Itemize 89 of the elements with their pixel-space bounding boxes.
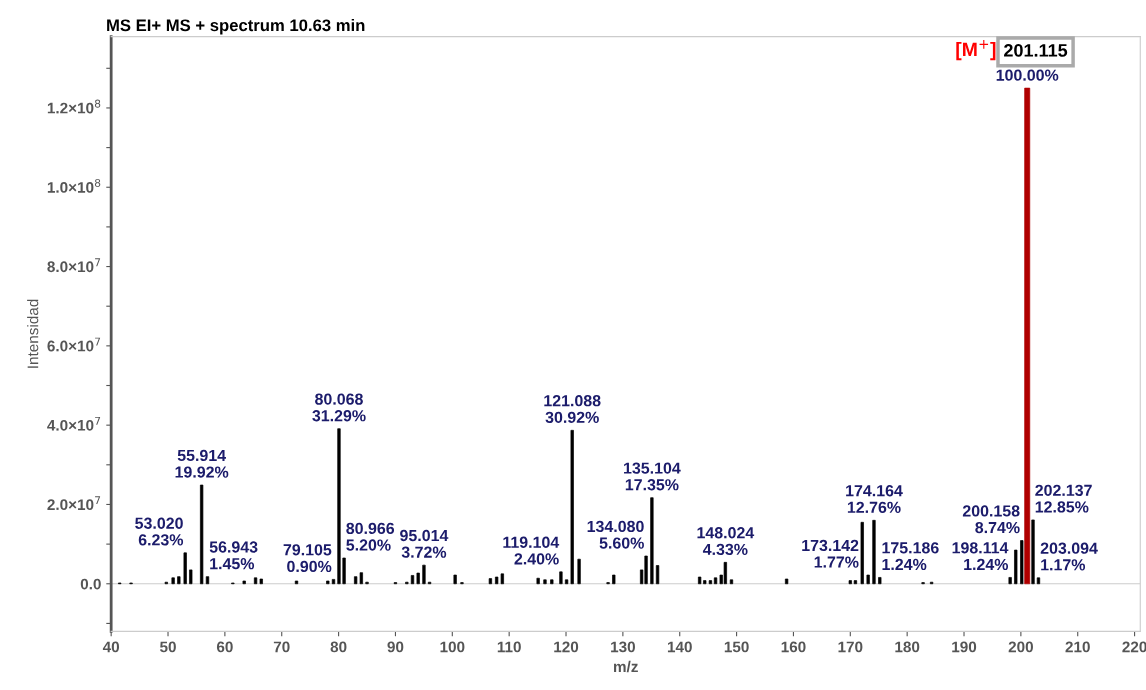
bar — [860, 521, 864, 585]
annotation: 95.014 3.72% — [400, 529, 449, 558]
x-tick-label: 140 — [667, 641, 692, 653]
annotation: 135.104 17.35% — [624, 462, 681, 491]
bar — [872, 519, 876, 585]
bar — [1014, 549, 1018, 585]
annotation: 56.943 1.45% — [209, 541, 258, 570]
bar — [488, 578, 493, 585]
annotation: 200.158 8.74% — [962, 505, 1020, 534]
annotation: 80.966 5.20% — [346, 522, 395, 551]
annotation: 53.020 6.23% — [135, 517, 184, 546]
bar — [1008, 577, 1012, 585]
y-axis-title: Intensidad — [27, 299, 39, 368]
x-tick-label: 70 — [273, 641, 290, 653]
bar — [655, 565, 660, 585]
x-tick-label: 100 — [440, 641, 465, 653]
annotation: 119.104 2.40% — [503, 536, 560, 565]
bar — [416, 572, 420, 585]
annotation: 201.115 — [1004, 43, 1068, 57]
annotation: [M$^{+}$] — [956, 40, 996, 61]
annotation: 79.105 0.90% — [283, 544, 332, 573]
x-tick-label: 220 — [1122, 641, 1146, 653]
annotation: 55.914 19.92% — [175, 449, 229, 478]
y-tick-label: 1.0×10$^{8}$ — [47, 178, 101, 193]
bar — [1031, 519, 1035, 585]
y-tick-label: 6.0×10$^{7}$ — [47, 337, 101, 352]
bar — [410, 575, 415, 585]
bar — [326, 580, 330, 585]
bar — [878, 577, 882, 585]
bar — [205, 576, 210, 585]
x-tick-label: 180 — [895, 641, 920, 653]
y-tick-label: 8.0×10$^{7}$ — [47, 258, 101, 273]
annotation: 198.114 1.24% — [952, 542, 1009, 571]
bar — [612, 574, 616, 585]
annotation: 174.164 12.76% — [846, 485, 903, 513]
y-tick-label: 0.0 — [80, 578, 101, 590]
annotation: 148.024 4.33% — [697, 527, 755, 556]
x-tick-label: 160 — [781, 641, 806, 653]
bar — [242, 580, 246, 585]
chart-title: MS EI+ MS + spectrum 10.63 min — [107, 18, 365, 35]
annotation: 175.186 1.24% — [882, 542, 939, 571]
x-tick-label: 60 — [216, 641, 233, 653]
bar — [866, 574, 870, 585]
annotation: 100.00% — [996, 69, 1059, 81]
annotation: 173.142 1.77% — [802, 539, 859, 568]
bar — [644, 555, 648, 585]
bar — [713, 577, 718, 585]
annotation: 203.094 1.17% — [1040, 542, 1098, 571]
annotation: 202.137 12.85% — [1035, 484, 1092, 513]
x-axis-title: m/z — [613, 660, 638, 673]
annotation: 134.080 5.60% — [587, 520, 644, 549]
bar — [331, 579, 336, 585]
x-tick-label: 210 — [1065, 641, 1090, 653]
bar — [177, 576, 181, 585]
bar — [453, 574, 457, 585]
x-tick-label: 120 — [554, 641, 579, 653]
y-tick-label: 2.0×10$^{7}$ — [47, 496, 101, 511]
x-tick-label: 80 — [330, 641, 347, 653]
x-tick-label: 150 — [724, 641, 749, 653]
bar — [1036, 577, 1041, 585]
bar — [189, 569, 193, 585]
bar — [171, 577, 175, 585]
bar — [784, 578, 789, 585]
x-tick-label: 130 — [611, 641, 635, 653]
bar — [723, 562, 727, 585]
x-tick-label: 200 — [1008, 641, 1033, 653]
x-tick-label: 110 — [497, 641, 521, 653]
bar — [550, 579, 554, 585]
bar — [200, 484, 204, 585]
x-tick-label: 170 — [838, 641, 863, 653]
bar — [650, 497, 654, 585]
bar — [559, 571, 563, 585]
annotation: 121.088 30.92% — [544, 395, 601, 424]
x-tick-label: 40 — [102, 641, 120, 653]
bar — [1020, 540, 1024, 585]
annotation: 80.068 31.29% — [312, 393, 366, 422]
y-tick-label: 4.0×10$^{7}$ — [47, 416, 101, 431]
bar — [294, 580, 299, 585]
y-tick-label: 1.2×10$^{8}$ — [47, 99, 101, 114]
x-tick-label: 190 — [952, 641, 977, 653]
x-tick-label: 50 — [159, 641, 176, 653]
bar — [422, 564, 426, 585]
bar — [183, 552, 187, 585]
x-tick-label: 90 — [387, 641, 404, 653]
bar — [729, 579, 734, 585]
bar — [708, 580, 713, 585]
bar — [543, 579, 547, 585]
bar — [536, 577, 540, 585]
bar — [577, 558, 581, 585]
